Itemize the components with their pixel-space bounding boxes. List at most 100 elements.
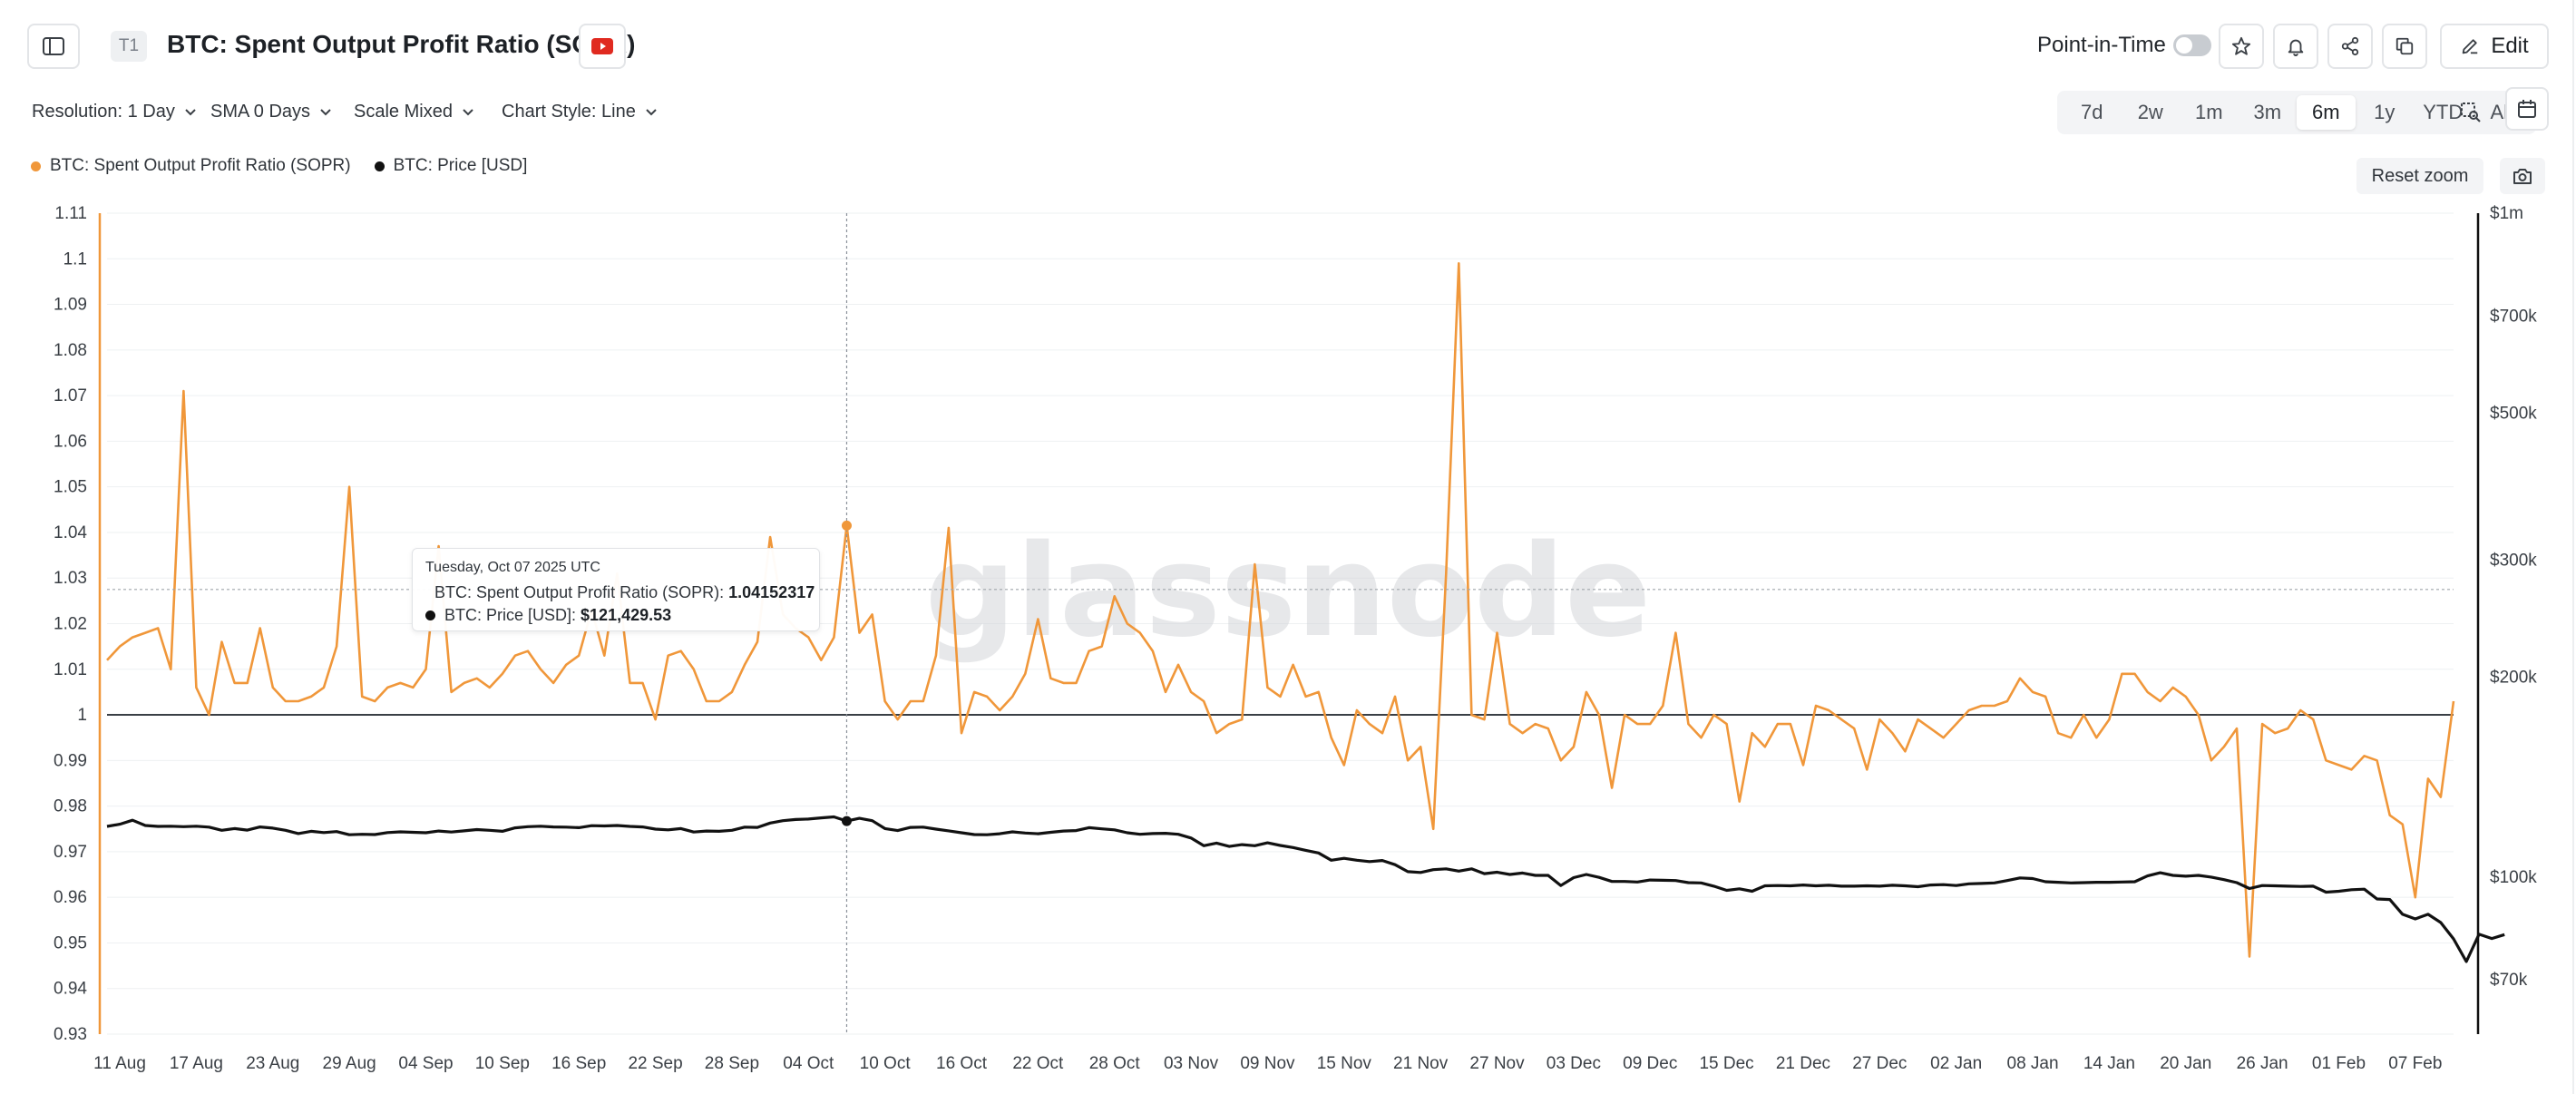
toggle-knob [2176,37,2192,54]
chevron-down-icon [463,108,473,115]
y-left-tick-label: 0.95 [54,933,87,952]
x-tick-label: 03 Nov [1164,1054,1219,1073]
y-left-tick-label: 0.94 [54,980,87,999]
pencil-icon [2463,39,2478,54]
x-tick-label: 10 Oct [860,1054,912,1073]
crosshair-point-price [841,816,852,826]
x-tick-label: 15 Dec [1699,1054,1753,1073]
video-button[interactable] [579,24,626,69]
legend-dot [374,161,385,171]
x-tick-label: 14 Jan [2083,1054,2135,1073]
point-in-time-label: Point-in-Time [2037,33,2166,57]
share-button[interactable] [2327,24,2373,69]
legend-label: BTC: Price [USD] [393,156,528,175]
zoom-select-button[interactable] [2449,91,2493,134]
x-tick-label: 16 Oct [936,1054,988,1073]
y-right-tick-label: $1m [2490,204,2523,223]
point-in-time-toggle[interactable] [2173,34,2211,56]
x-tick-label: 09 Nov [1240,1054,1295,1073]
y-right-tick-label: $500k [2490,404,2537,423]
price-line [106,815,2505,963]
range-1y[interactable]: 1y [2374,101,2395,123]
y-left-tick-label: 1 [77,706,87,725]
reset-zoom-button[interactable]: Reset zoom [2356,158,2483,194]
y-right-tick-label: $700k [2490,307,2537,326]
tooltip-dot [425,610,435,620]
y-left-tick-label: 1.05 [54,478,87,497]
chevron-down-icon [185,108,196,115]
duplicate-button[interactable] [2382,24,2427,69]
camera-icon [2513,169,2532,184]
crosshair [107,213,2454,1034]
x-tick-label: 08 Jan [2007,1054,2059,1073]
favorite-button[interactable] [2219,24,2264,69]
share-icon [2341,36,2359,56]
resolution-dropdown[interactable]: Resolution: 1 Day [32,102,197,122]
x-tick-label: 22 Sep [628,1054,682,1073]
tooltip-label: BTC: Spent Output Profit Ratio (SOPR): [434,583,729,601]
y-left-tick-label: 0.99 [54,751,87,770]
x-tick-label: 23 Aug [246,1054,299,1073]
y-right-tick-label: $300k [2490,552,2537,571]
legend-item-sopr[interactable]: BTC: Spent Output Profit Ratio (SOPR) [31,156,351,176]
legend-item-price[interactable]: BTC: Price [USD] [374,156,528,176]
x-tick-label: 02 Jan [1930,1054,1982,1073]
range-6m[interactable]: 6m [2297,95,2356,130]
x-tick-label: 27 Nov [1469,1054,1525,1073]
y-right-tick-label: $200k [2490,669,2537,688]
y-left-tick-label: 0.93 [54,1025,87,1044]
chevron-down-icon [320,108,331,115]
calendar-icon [2518,100,2536,118]
y-right-tick-label: $100k [2490,868,2537,887]
chart-style-label: Chart Style: Line [502,102,636,122]
tier-tag: T1 [111,31,147,62]
toolbar: Resolution: 1 Day SMA 0 Days Scale Mixed… [0,91,2576,160]
x-tick-label: 17 Aug [170,1054,223,1073]
x-tick-label: 20 Jan [2160,1054,2211,1073]
tooltip-date: Tuesday, Oct 07 2025 UTC [425,560,600,575]
range-2w[interactable]: 2w [2137,101,2163,123]
edit-button[interactable]: Edit [2440,24,2549,69]
scale-label: Scale Mixed [354,102,453,122]
tooltip-row-sopr: BTC: Spent Output Profit Ratio (SOPR): 1… [425,583,815,602]
page-title: BTC: Spent Output Profit Ratio (SOPR) [167,30,636,58]
alert-button[interactable] [2273,24,2318,69]
x-tick-label: 29 Aug [323,1054,376,1073]
x-tick-label: 28 Oct [1089,1054,1141,1073]
range-7d[interactable]: 7d [2081,101,2103,123]
scale-dropdown[interactable]: Scale Mixed [354,102,474,122]
date-range-button[interactable] [2505,87,2549,131]
legend: BTC: Spent Output Profit Ratio (SOPR) BT… [31,156,527,176]
x-tick-label: 01 Feb [2312,1054,2366,1073]
x-tick-label: 10 Sep [475,1054,530,1073]
y-left-tick-label: 1.06 [54,432,87,451]
page-edge [2572,0,2574,1094]
x-tick-label: 03 Dec [1547,1054,1601,1073]
tooltip-label: BTC: Price [USD]: [444,606,581,624]
series [106,261,2505,963]
copy-icon [2395,37,2414,55]
y-left-tick-label: 0.97 [54,843,87,862]
chart-style-dropdown[interactable]: Chart Style: Line [502,102,658,122]
x-tick-label: 26 Jan [2237,1054,2288,1073]
x-tick-label: 27 Dec [1852,1054,1907,1073]
x-tick-label: 11 Aug [93,1054,146,1073]
sidebar-toggle-button[interactable] [27,24,80,69]
y-right-tick-label: $70k [2490,971,2528,990]
range-ytd[interactable]: YTD [2423,101,2464,123]
legend-label: BTC: Spent Output Profit Ratio (SOPR) [50,156,351,175]
x-tick-label: 16 Sep [551,1054,606,1073]
x-tick-label: 04 Sep [398,1054,453,1073]
sma-dropdown[interactable]: SMA 0 Days [210,102,332,122]
range-1m[interactable]: 1m [2194,101,2223,123]
sma-label: SMA 0 Days [210,102,311,122]
range-3m[interactable]: 3m [2253,101,2282,123]
time-range-selector: 7d 2w 1m 3m 6m 1y YTD All [2057,91,2536,134]
chevron-down-icon [646,108,657,115]
x-tick-label: 15 Nov [1317,1054,1372,1073]
axes: 0.93 0.94 0.95 0.96 0.97 0.98 0.99 1 1.01 1.02 1.0… [54,204,2537,1073]
y-left-tick-label: 0.96 [54,888,87,907]
x-tick-label: 21 Nov [1393,1054,1449,1073]
screenshot-button[interactable] [2500,158,2545,194]
